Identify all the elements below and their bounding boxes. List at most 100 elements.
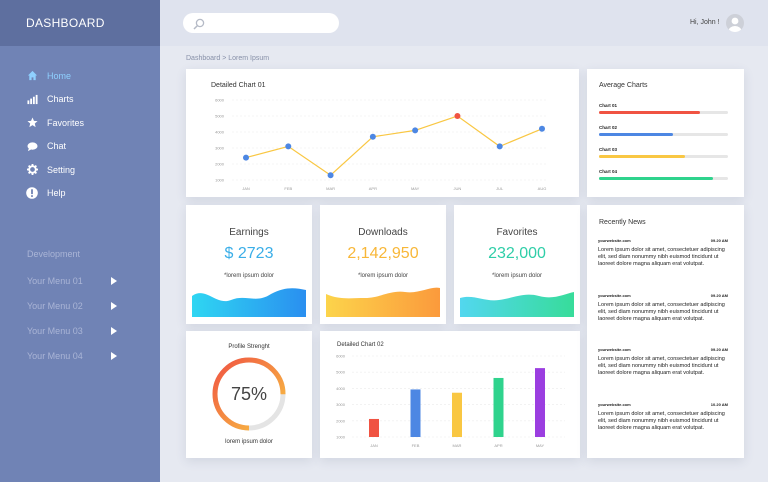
search-icon bbox=[193, 17, 205, 35]
news-item[interactable]: yourwebsite.com 09.20 AM Lorem ipsum dolo… bbox=[598, 238, 728, 268]
data-point bbox=[454, 113, 461, 119]
dev-menu-item-03[interactable]: Your Menu 03 bbox=[27, 318, 117, 343]
profile-ring bbox=[212, 357, 286, 431]
bar bbox=[369, 418, 379, 437]
nav-label: Setting bbox=[47, 164, 76, 175]
data-point bbox=[327, 172, 334, 179]
y-tick-label: 1000 bbox=[215, 178, 225, 183]
progress-fill bbox=[599, 177, 713, 180]
nav-item-chat[interactable]: Chat bbox=[0, 135, 160, 159]
x-tick-label: JUL bbox=[496, 186, 504, 191]
user-greeting: Hi, John ! bbox=[690, 19, 720, 26]
avatar[interactable] bbox=[726, 14, 744, 32]
y-tick-label: 4000 bbox=[215, 130, 225, 135]
favorites-card: Favorites 232,000 *lorem ipsum dolor bbox=[454, 205, 580, 324]
star-icon bbox=[26, 117, 38, 129]
earnings-wave bbox=[192, 288, 306, 317]
nav-label: Home bbox=[47, 70, 72, 81]
brand-title: DASHBOARD bbox=[26, 16, 105, 30]
play-arrow-icon bbox=[111, 326, 117, 335]
bar-chart: 1000 2000 3000 4000 5000 6000 JAN FEB MAR APR MAY bbox=[336, 354, 565, 448]
dev-menu-item-04[interactable]: Your Menu 04 bbox=[27, 343, 117, 368]
search-input[interactable] bbox=[183, 13, 339, 33]
news-item[interactable]: yourwebsite.com 09.20 AM Lorem ipsum dolo… bbox=[598, 347, 728, 377]
bar bbox=[452, 392, 462, 437]
stat-value: 232,000 bbox=[488, 245, 546, 262]
line-chart: 1000 2000 3000 4000 5000 6000 JAN FEB MAR APR MAY J… bbox=[215, 98, 548, 191]
news-source: yourwebsite.com bbox=[598, 293, 631, 298]
news-time: 09.20 AM bbox=[710, 293, 728, 298]
stat-subtext: *lorem ipsum dolor bbox=[223, 273, 275, 279]
progress-fill bbox=[599, 133, 673, 136]
news-item[interactable]: yourwebsite.com 10.20 AM Lorem ipsum dolo… bbox=[598, 402, 728, 432]
dev-menu-label: Your Menu 01 bbox=[27, 275, 83, 286]
nav-item-setting[interactable]: Setting bbox=[0, 158, 160, 182]
nav-label: Favorites bbox=[47, 117, 85, 128]
dev-menu-label: Your Menu 02 bbox=[27, 300, 83, 311]
x-tick-label: JUN bbox=[454, 186, 462, 191]
nav-item-home[interactable]: Home bbox=[0, 64, 160, 88]
nav-item-help[interactable]: Help bbox=[0, 182, 160, 206]
nav-item-favorites[interactable]: Favorites bbox=[0, 111, 160, 135]
average-label: Chart 01 bbox=[599, 103, 618, 108]
nav-item-charts[interactable]: Charts bbox=[0, 88, 160, 112]
stat-value: $ 2723 bbox=[224, 245, 274, 262]
y-tick-label: 6000 bbox=[215, 98, 225, 103]
y-tick-label: 2000 bbox=[215, 162, 225, 167]
dev-menu-label: Your Menu 03 bbox=[27, 325, 83, 336]
y-tick-label: 2000 bbox=[336, 418, 346, 423]
average-label: Chart 04 bbox=[599, 169, 618, 174]
x-tick-label: APR bbox=[494, 443, 502, 448]
x-tick-label: FEB bbox=[284, 186, 292, 191]
detailed-chart-02-card: Detailed Chart 02 1000 2000 3000 4000 5000 60… bbox=[320, 331, 580, 458]
recently-news-card: Recently News yourwebsite.com 09.20 AM Lo… bbox=[587, 205, 744, 458]
breadcrumb: Dashboard > Lorem Ipsum bbox=[186, 55, 270, 62]
favorites-wave bbox=[460, 292, 574, 317]
dev-menu-label: Your Menu 04 bbox=[27, 350, 83, 361]
average-label: Chart 02 bbox=[599, 125, 618, 130]
home-icon bbox=[26, 70, 38, 82]
bar bbox=[493, 377, 504, 437]
y-tick-label: 5000 bbox=[215, 114, 225, 119]
average-charts-card: Average Charts Chart 01 Chart 02 Chart 0… bbox=[587, 69, 744, 197]
average-title: Average Charts bbox=[599, 82, 648, 89]
detailed-chart-01-card: Detailed Chart 01 1000 2000 3000 4000 5000 60… bbox=[186, 69, 579, 197]
x-tick-label: MAR bbox=[326, 186, 335, 191]
y-tick-label: 3000 bbox=[336, 402, 346, 407]
average-list: Chart 01 Chart 02 Chart 03 Chart 04 bbox=[599, 103, 728, 180]
chart-title: Detailed Chart 02 bbox=[337, 342, 384, 348]
news-text: Lorem ipsum dolor sit amet, consectetuer… bbox=[598, 302, 725, 322]
news-text: Lorem ipsum dolor sit amet, consectetuer… bbox=[598, 411, 725, 431]
stat-value: 2,142,950 bbox=[347, 245, 419, 262]
play-arrow-icon bbox=[111, 351, 117, 360]
data-point bbox=[285, 143, 292, 150]
news-item[interactable]: yourwebsite.com 09.20 AM Lorem ipsum dolo… bbox=[598, 293, 728, 323]
news-source: yourwebsite.com bbox=[598, 238, 631, 243]
progress-track bbox=[599, 155, 728, 158]
x-tick-label: JAN bbox=[242, 186, 250, 191]
main-nav: Home Charts Favorites Chat Setting bbox=[0, 64, 160, 205]
stat-title: Favorites bbox=[496, 227, 538, 238]
play-arrow-icon bbox=[111, 276, 117, 285]
dev-menu-item-01[interactable]: Your Menu 01 bbox=[27, 268, 117, 293]
news-text: Lorem ipsum dolor sit amet, consectetuer… bbox=[598, 356, 725, 376]
ring-progress bbox=[212, 357, 286, 431]
progress-track bbox=[599, 177, 728, 180]
dev-menu-item-02[interactable]: Your Menu 02 bbox=[27, 293, 117, 318]
stat-title: Earnings bbox=[229, 227, 269, 238]
average-label: Chart 03 bbox=[599, 147, 618, 152]
data-point bbox=[243, 154, 249, 161]
average-item: Chart 02 bbox=[599, 125, 728, 136]
news-time: 10.20 AM bbox=[710, 402, 728, 407]
data-point bbox=[412, 127, 419, 134]
average-item: Chart 01 bbox=[599, 103, 728, 114]
news-source: yourwebsite.com bbox=[598, 402, 631, 407]
data-point bbox=[539, 125, 545, 132]
profile-subtext: lorem ipsum dolor bbox=[225, 439, 273, 445]
nav-label: Charts bbox=[47, 94, 74, 105]
average-item: Chart 03 bbox=[599, 147, 728, 158]
sidebar: DASHBOARD Home Charts Favorites Chat bbox=[0, 0, 160, 482]
bar bbox=[535, 368, 545, 437]
development-menu: Your Menu 01 Your Menu 02 Your Menu 03 Y… bbox=[27, 268, 117, 368]
x-tick-label: APR bbox=[369, 186, 377, 191]
